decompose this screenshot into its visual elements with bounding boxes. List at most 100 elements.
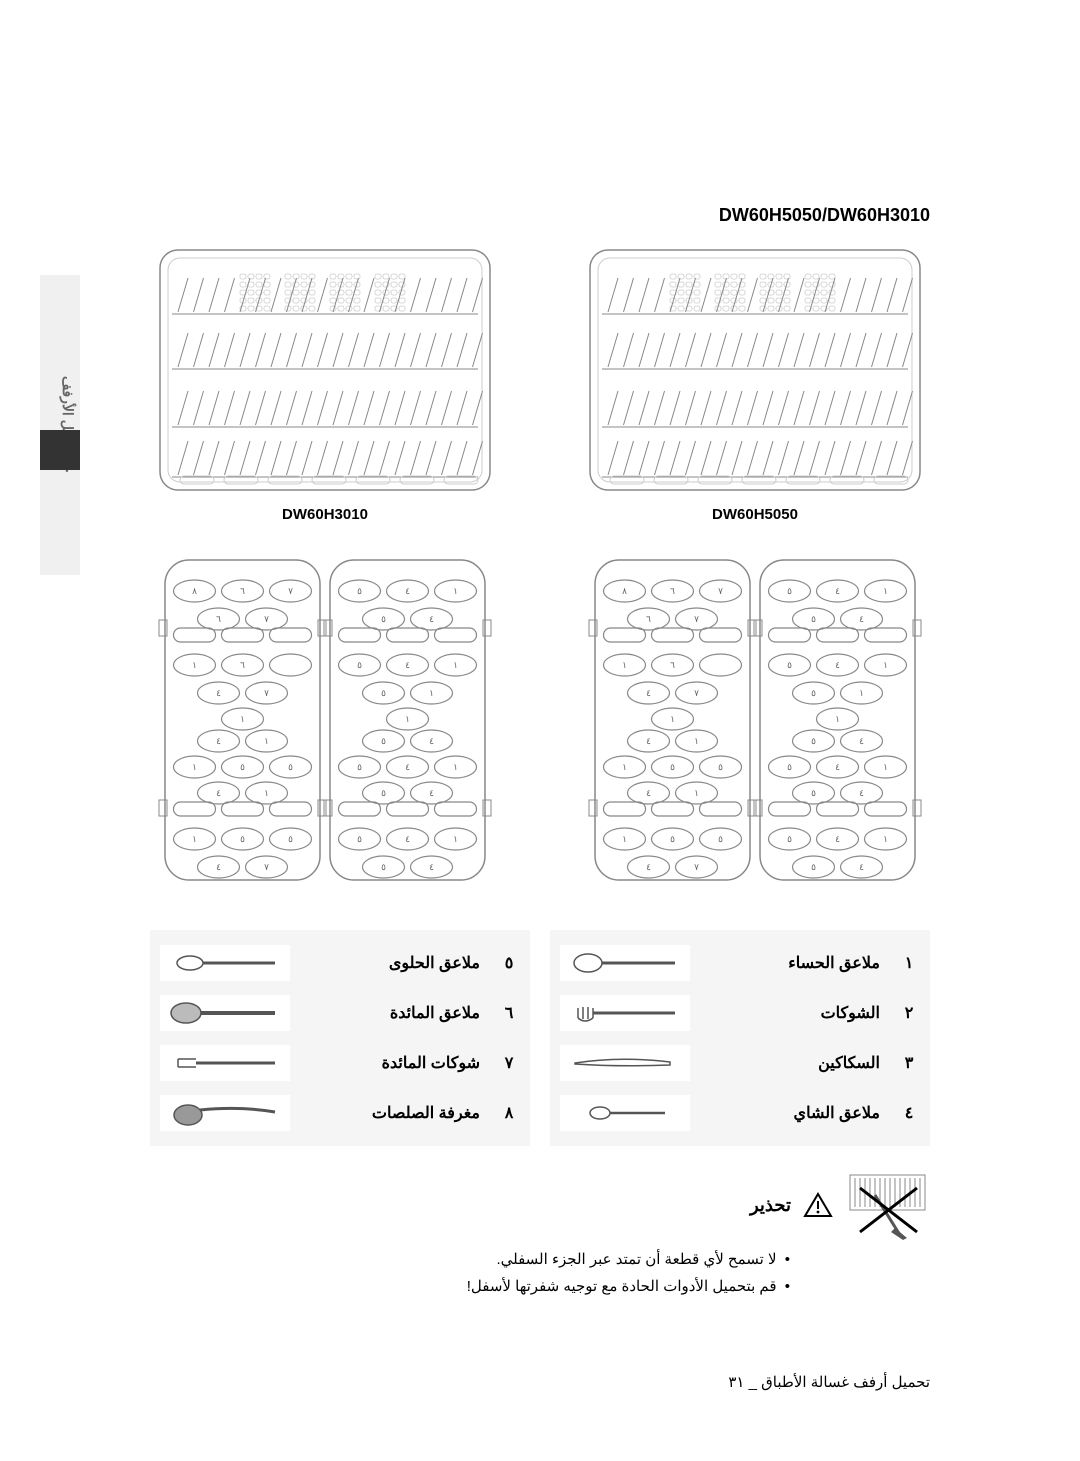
svg-text:٦: ٦ (240, 660, 245, 670)
legend-item: ٤ملاعق الشاي (550, 1088, 930, 1138)
svg-text:١: ١ (453, 834, 458, 844)
rack-left: DW60H3010 (150, 240, 500, 523)
legend-number: ٣ (898, 1053, 920, 1073)
svg-text:١: ١ (192, 762, 197, 772)
svg-text:٤: ٤ (216, 788, 221, 798)
svg-text:١: ١ (694, 736, 699, 746)
svg-text:٥: ٥ (811, 736, 816, 746)
legend-number: ٥ (498, 953, 520, 973)
svg-text:١: ١ (192, 834, 197, 844)
legend-item: ٥ ملاعق الحلوى (150, 938, 530, 988)
svg-text:٥: ٥ (811, 614, 816, 624)
svg-text:٤: ٤ (646, 788, 651, 798)
legend-label: ملاعق المائدة (302, 1003, 486, 1023)
svg-text:٨: ٨ (192, 586, 197, 596)
page-footer: تحميل أرفف غسالة الأطباق _ ٣١ (728, 1373, 930, 1391)
svg-text:٧: ٧ (288, 586, 293, 596)
svg-text:٤: ٤ (216, 736, 221, 746)
svg-text:١: ١ (859, 688, 864, 698)
svg-text:١: ١ (405, 714, 410, 724)
svg-text:٤: ٤ (429, 788, 434, 798)
dessert-spoon-icon (160, 945, 290, 981)
svg-text:٥: ٥ (381, 614, 386, 624)
svg-text:٤: ٤ (216, 862, 221, 872)
tray-left: ٨٦٧٦٧١٦٤٧١٤١١٥٥٤١١٥٥٤٧٥٤١٥٤٥٤١٥١١٥٤٥٤١٥٤… (150, 550, 500, 890)
legend-number: ٤ (898, 1103, 920, 1123)
svg-text:١: ١ (429, 688, 434, 698)
legend-item: ٣السكاكين (550, 1038, 930, 1088)
svg-text:٧: ٧ (718, 586, 723, 596)
table-spoon-icon (160, 995, 290, 1031)
svg-text:٥: ٥ (381, 862, 386, 872)
svg-text:٤: ٤ (405, 660, 410, 670)
svg-text:١: ١ (240, 714, 245, 724)
svg-text:٥: ٥ (811, 788, 816, 798)
svg-text:٥: ٥ (357, 660, 362, 670)
legend-number: ٢ (898, 1003, 920, 1023)
svg-text:١: ١ (264, 736, 269, 746)
tray-row: ٨ ٦ ٧ ٦ ٧ ١ ٦ ٤ ٧ ١ ٤ ١ ١ ٥ ٥ ٤ ١ ١ ٥ ٥ ٤ ٧ ٥ ٤ ١ ٥ ٤ ٥ ٤ ١ ٥ ١ ١ ٥ ٤ ٥ ٤ ١ ٥ ٤… (150, 550, 930, 890)
svg-text:٧: ٧ (694, 862, 699, 872)
legend-item: ٢الشوكات (550, 988, 930, 1038)
svg-text:٤: ٤ (859, 614, 864, 624)
svg-text:٤: ٤ (405, 834, 410, 844)
svg-text:٥: ٥ (670, 762, 675, 772)
warning-item: لا تسمح لأي قطعة أن تمتد عبر الجزء السفل… (300, 1246, 790, 1273)
svg-text:٥: ٥ (718, 834, 723, 844)
svg-text:١: ١ (453, 586, 458, 596)
side-tab-marker (40, 430, 80, 470)
soup-spoon-icon (560, 945, 690, 981)
teaspoon-icon (560, 1095, 690, 1131)
svg-text:١: ١ (883, 834, 888, 844)
svg-text:٥: ٥ (381, 736, 386, 746)
svg-text:٤: ٤ (859, 788, 864, 798)
svg-text:٧: ٧ (264, 862, 269, 872)
svg-text:٥: ٥ (357, 762, 362, 772)
svg-text:١: ١ (453, 660, 458, 670)
svg-text:٥: ٥ (288, 762, 293, 772)
rack-illustration-left (150, 240, 500, 500)
warning-block: تحذير لا تسمح لأي قطعة أن تمتد عبر الجزء… (300, 1170, 930, 1300)
rack-row: DW60H3010 DW60H5050 (150, 240, 930, 523)
warning-triangle-icon (803, 1192, 833, 1218)
svg-text:٥: ٥ (357, 834, 362, 844)
model-header: DW60H5050/DW60H3010 (719, 205, 930, 226)
svg-text:٦: ٦ (216, 614, 221, 624)
legend-col-right: ١ملاعق الحساء٢الشوكات٣السكاكين٤ملاعق الش… (550, 930, 930, 1146)
svg-text:٤: ٤ (835, 660, 840, 670)
legend-col-left: ٥ ملاعق الحلوى ٦ ملاعق المائدة ٧ شوكات المائد… (150, 930, 530, 1146)
knife-icon (560, 1045, 690, 1081)
svg-text:٤: ٤ (429, 862, 434, 872)
svg-text:٧: ٧ (264, 614, 269, 624)
svg-text:٤: ٤ (429, 736, 434, 746)
svg-text:٥: ٥ (381, 788, 386, 798)
svg-text:٥: ٥ (811, 862, 816, 872)
svg-text:٥: ٥ (787, 834, 792, 844)
svg-text:٤: ٤ (859, 736, 864, 746)
legend-row: ٥ ملاعق الحلوى ٦ ملاعق المائدة ٧ شوكات المائد… (150, 930, 930, 1146)
svg-text:٥: ٥ (811, 688, 816, 698)
side-tab: ٤٠ تحميل الأرفف (40, 275, 80, 575)
svg-text:٦: ٦ (670, 586, 675, 596)
legend-number: ٦ (498, 1003, 520, 1023)
svg-text:٤: ٤ (646, 736, 651, 746)
svg-text:٧: ٧ (264, 688, 269, 698)
fork-icon (560, 995, 690, 1031)
tray-right: ٨٦٧٦٧١٦٤٧١٤١١٥٥٤١١٥٥٤٧٥٤١٥٤٥٤١٥١١٥٤٥٤١٥٤… (580, 550, 930, 890)
svg-text:٤: ٤ (646, 862, 651, 872)
legend-number: ٨ (498, 1103, 520, 1123)
legend-number: ٧ (498, 1053, 520, 1073)
svg-text:٦: ٦ (670, 660, 675, 670)
svg-text:٤: ٤ (216, 688, 221, 698)
svg-text:١: ١ (264, 788, 269, 798)
svg-text:٤: ٤ (835, 762, 840, 772)
legend-label: ملاعق الحساء (702, 953, 886, 973)
legend-label: شوكات المائدة (302, 1053, 486, 1073)
svg-text:١: ١ (622, 660, 627, 670)
svg-text:٧: ٧ (694, 614, 699, 624)
svg-text:١: ١ (835, 714, 840, 724)
svg-text:٥: ٥ (381, 688, 386, 698)
svg-text:٥: ٥ (240, 834, 245, 844)
legend-label: ملاعق الحلوى (302, 953, 486, 973)
svg-text:٥: ٥ (357, 586, 362, 596)
